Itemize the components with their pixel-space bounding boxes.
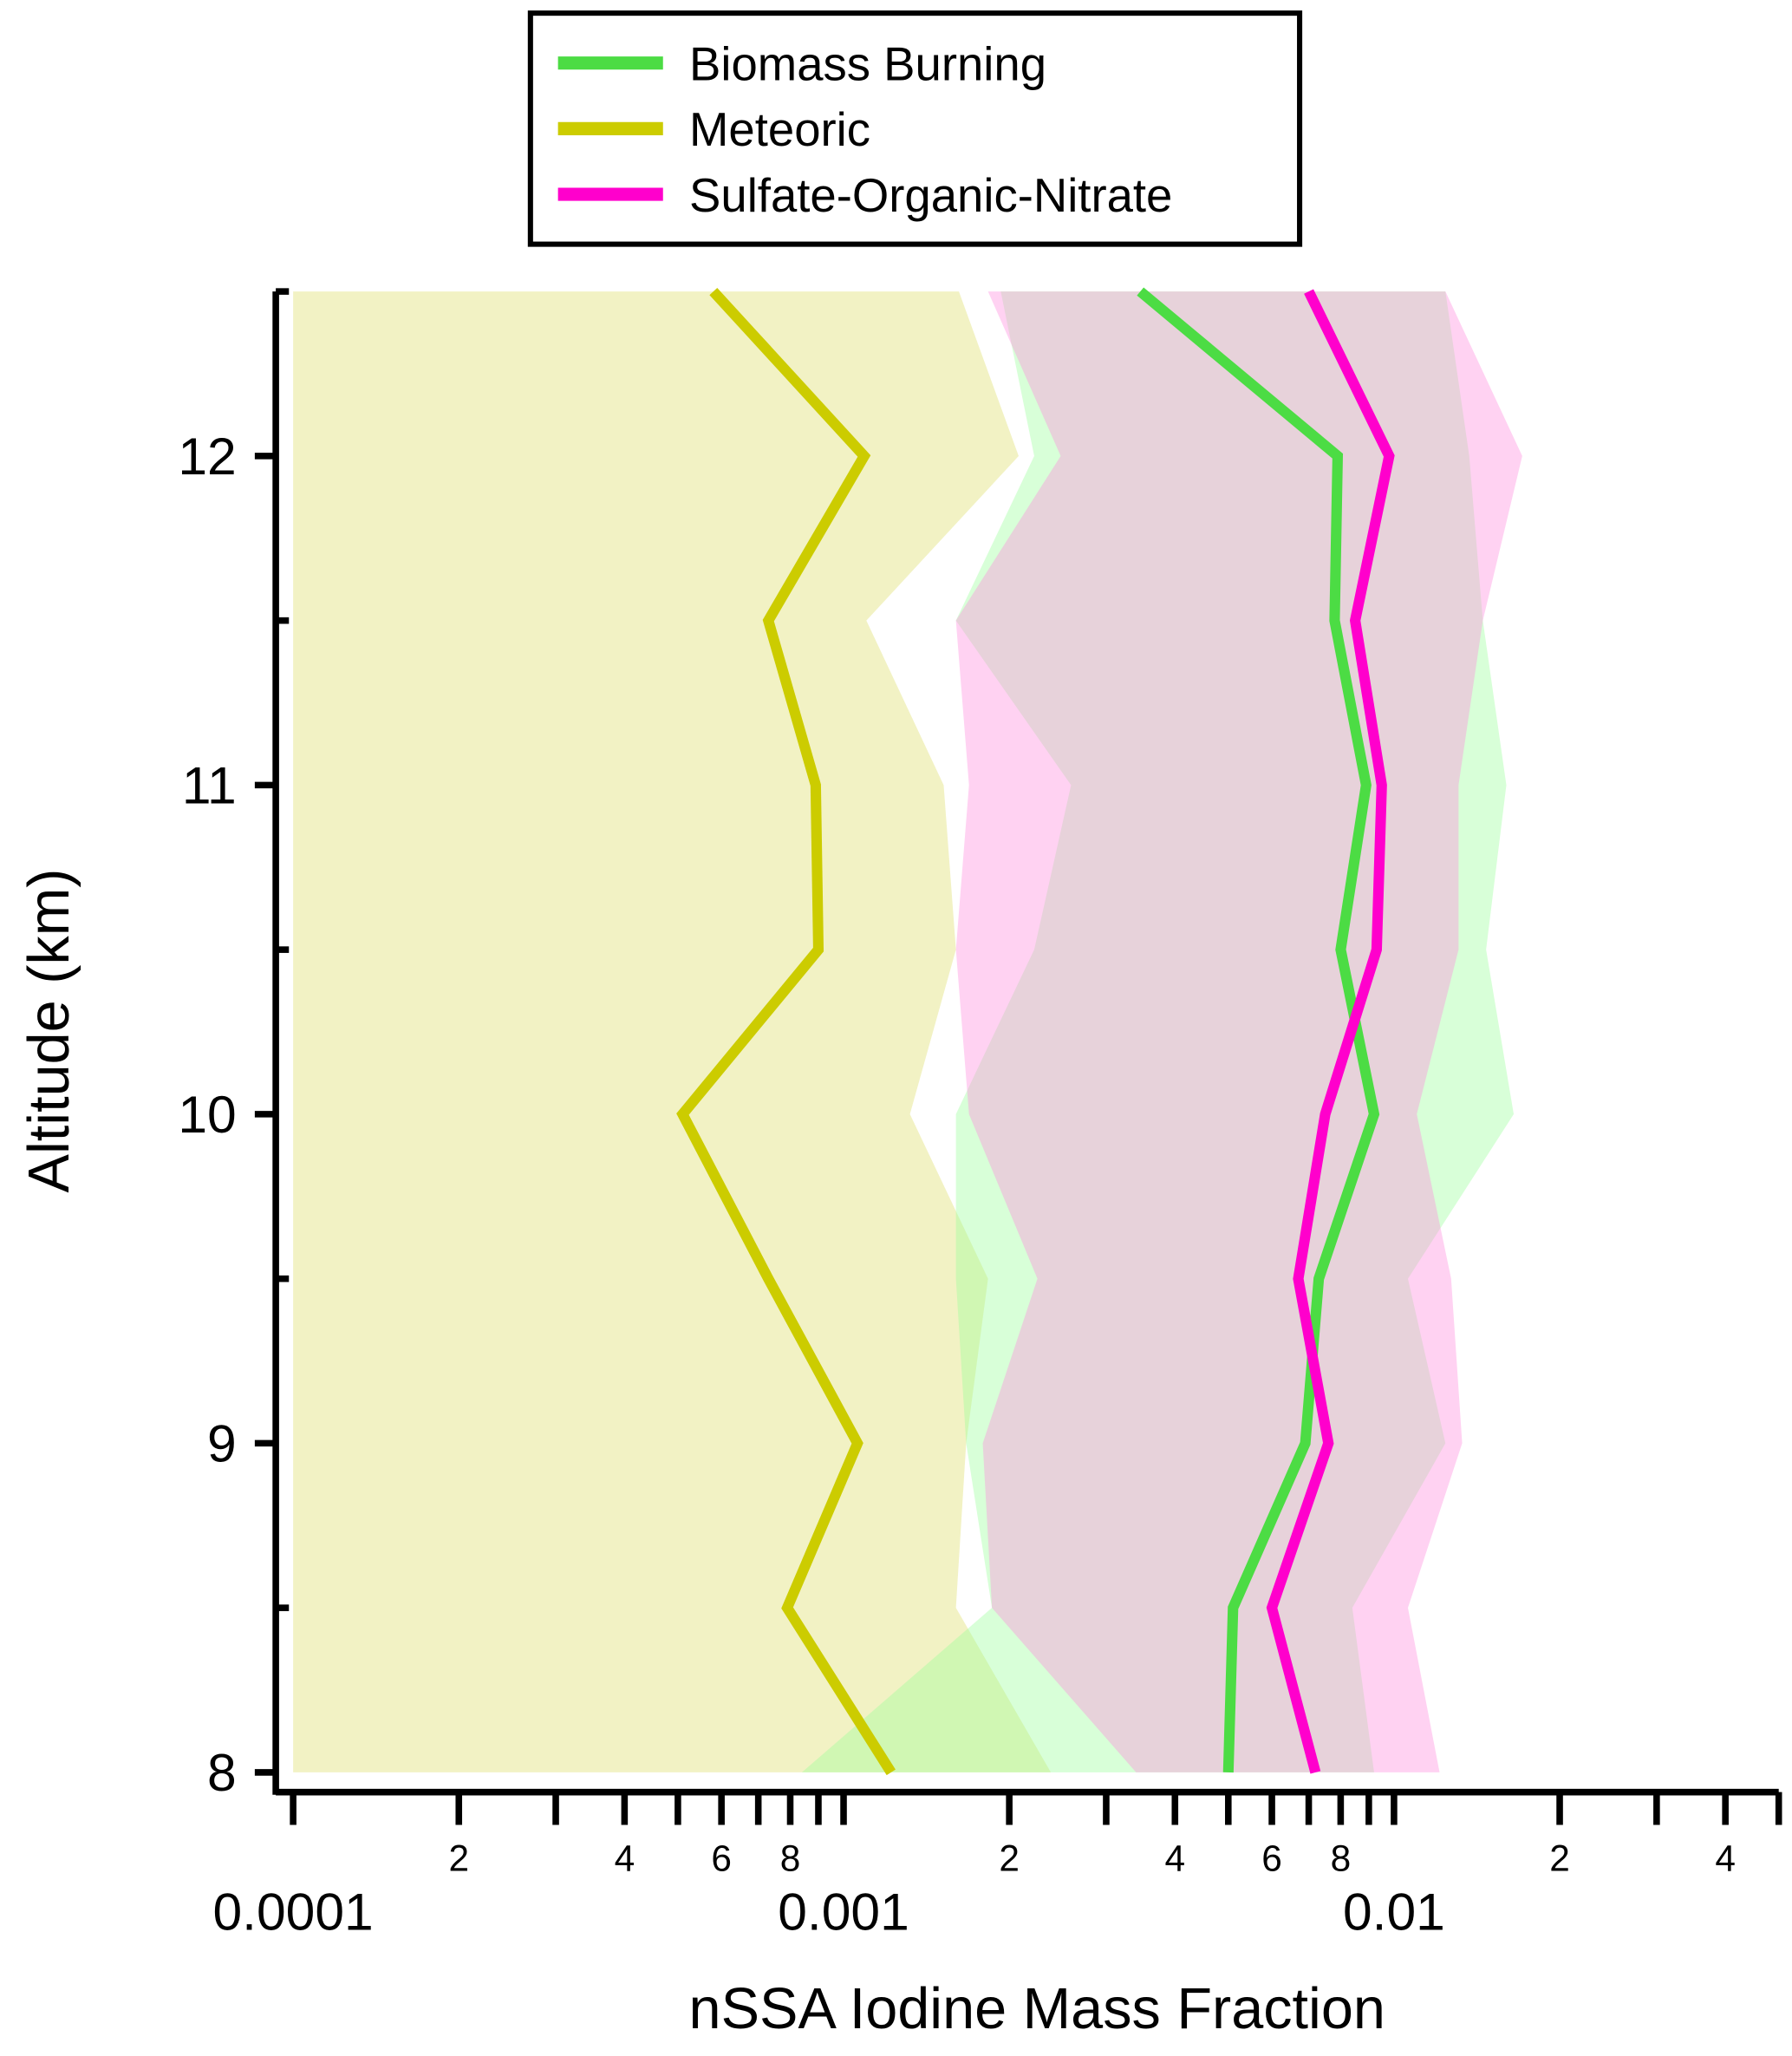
lines (676, 287, 1395, 1776)
range-band (801, 291, 1515, 1772)
y-tick-label: 10 (178, 1085, 236, 1144)
x-minor-tick-label: 6 (711, 1838, 732, 1879)
x-minor-tick-label: 2 (999, 1838, 1020, 1879)
y-tick-label: 12 (178, 427, 236, 486)
x-minor-tick-label: 2 (1549, 1838, 1570, 1879)
x-axis-label: nSSA Iodine Mass Fraction (689, 1977, 1385, 2041)
y-tick-label: 11 (182, 756, 237, 815)
x-minor-tick-label: 8 (780, 1838, 801, 1879)
x-tick-label: 0.001 (778, 1883, 909, 1942)
y-tick-label: 9 (207, 1414, 237, 1473)
x-minor-tick-label: 6 (1261, 1838, 1282, 1879)
series-line (1137, 287, 1380, 1773)
range-band (293, 291, 1052, 1772)
legend-label: Biomass Burning (689, 37, 1046, 90)
legend: Biomass Burning Meteoric Sulfate-Organic-N… (527, 10, 1303, 247)
y-axis-label: Altitude (km) (17, 869, 81, 1193)
series-line (676, 288, 896, 1776)
series-line (1266, 289, 1395, 1774)
x-tick-label: 0.0001 (213, 1883, 374, 1942)
bands (293, 291, 1522, 1772)
legend-label: Sulfate-Organic-Nitrate (689, 169, 1172, 222)
x-minor-tick-label: 2 (448, 1838, 469, 1879)
x-minor-tick-label: 4 (1164, 1838, 1185, 1879)
x-minor-tick-label: 4 (1715, 1838, 1736, 1879)
y-tick-label: 8 (207, 1743, 237, 1802)
x-tick-label: 0.01 (1343, 1883, 1445, 1942)
range-band (955, 291, 1522, 1772)
legend-label: Meteoric (689, 103, 870, 156)
x-minor-tick-label: 4 (615, 1838, 635, 1879)
x-minor-tick-label: 8 (1331, 1838, 1352, 1879)
